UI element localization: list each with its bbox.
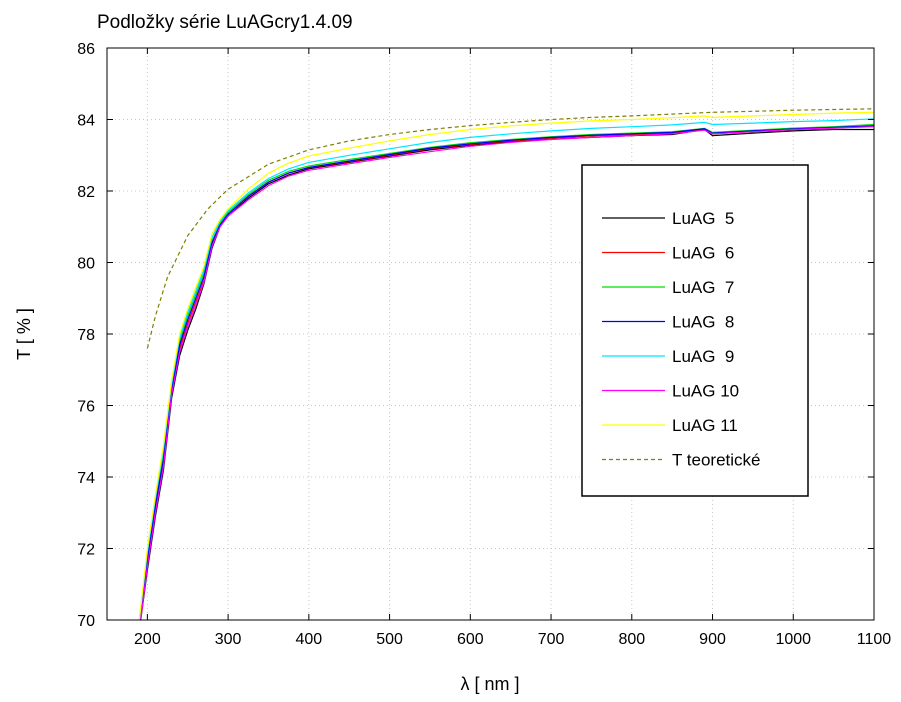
grid bbox=[107, 48, 874, 620]
y-tick-label: 76 bbox=[77, 399, 95, 416]
x-tick-label: 800 bbox=[618, 631, 645, 648]
series-line-8 bbox=[146, 108, 874, 349]
x-tick-label: 600 bbox=[457, 631, 484, 648]
y-tick-label: 86 bbox=[77, 41, 95, 58]
x-axis-label: λ [ nm ] bbox=[460, 674, 519, 694]
legend: LuAG 5 LuAG 6 LuAG 7 LuAG 8 LuAG 9 LuAG 10 LuA… bbox=[581, 164, 809, 497]
y-tick-label: 78 bbox=[77, 327, 95, 344]
legend-label-4: LuAG 8 bbox=[672, 313, 734, 332]
chart-title: Podložky série LuAGcry1.4.09 bbox=[97, 12, 353, 33]
y-tick-label: 80 bbox=[77, 256, 95, 273]
x-tick-label: 1100 bbox=[857, 631, 892, 648]
legend-items: LuAG 5 LuAG 6 LuAG 7 LuAG 8 LuAG 9 LuAG 10 LuA… bbox=[602, 209, 761, 470]
y-axis-label: T [ % ] bbox=[14, 308, 34, 360]
legend-label-7: LuAG 11 bbox=[672, 416, 738, 435]
legend-label-1: LuAG 5 bbox=[672, 209, 734, 228]
legend-label-5: LuAG 9 bbox=[672, 347, 734, 366]
x-tick-label: 700 bbox=[538, 631, 565, 648]
x-tick-label: 1000 bbox=[775, 631, 811, 648]
legend-box bbox=[581, 164, 809, 497]
x-tick-label: 500 bbox=[376, 631, 403, 648]
x-tick-label: 200 bbox=[134, 631, 161, 648]
legend-label-2: LuAG 6 bbox=[672, 244, 734, 263]
x-tick-label: 900 bbox=[699, 631, 726, 648]
series-line-5 bbox=[138, 118, 874, 620]
series-line-7 bbox=[138, 111, 874, 620]
x-tick-label: 300 bbox=[215, 631, 242, 648]
series-layer bbox=[138, 108, 874, 620]
series-line-6 bbox=[140, 126, 874, 620]
series-line-4 bbox=[139, 125, 874, 620]
y-tick-label: 82 bbox=[77, 184, 95, 201]
y-tick-label: 74 bbox=[77, 470, 95, 487]
y-tick-label: 72 bbox=[77, 542, 95, 559]
ticks: 200 300 400 500 600 700 800 900 1000 1100 70 72 74 76… bbox=[77, 41, 891, 648]
legend-label-8: T teoretické bbox=[672, 451, 761, 470]
y-tick-label: 70 bbox=[77, 613, 95, 630]
legend-label-6: LuAG 10 bbox=[672, 382, 739, 401]
x-tick-label: 400 bbox=[295, 631, 322, 648]
legend-label-3: LuAG 7 bbox=[672, 278, 734, 297]
y-tick-label: 84 bbox=[77, 113, 95, 130]
